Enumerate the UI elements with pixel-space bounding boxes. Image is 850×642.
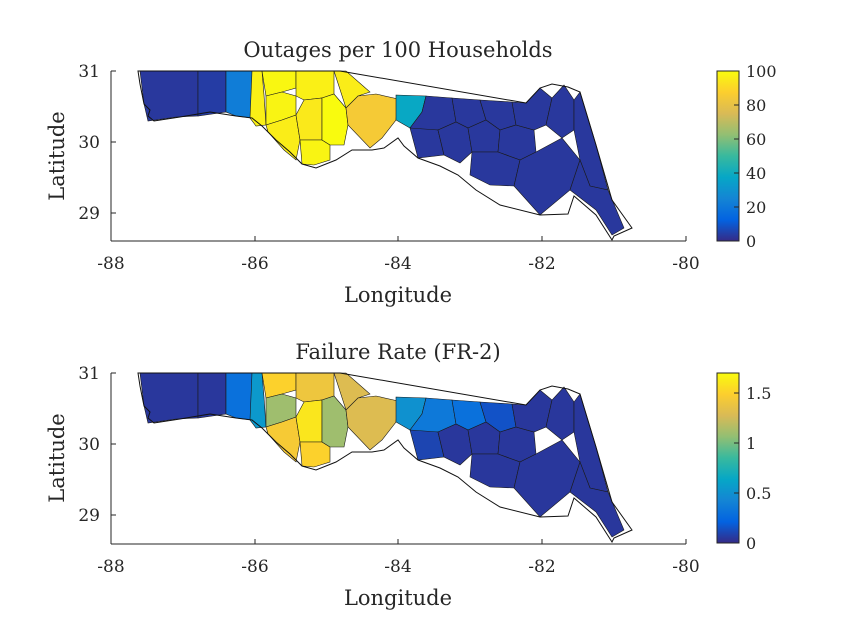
colorbar-tick-label: 80 xyxy=(746,96,766,115)
county-region xyxy=(197,372,227,419)
x-tick-label: -84 xyxy=(384,254,411,274)
colorbar-tick-label: 60 xyxy=(746,130,766,149)
map-regions xyxy=(137,70,633,242)
x-axis-label: Longitude xyxy=(344,283,452,307)
panel-title: Failure Rate (FR-2) xyxy=(295,340,500,364)
county-region xyxy=(321,93,349,146)
panel-outages: Outages per 100 Households -88 -86 -84 -… xyxy=(45,38,777,307)
x-tick-label: -82 xyxy=(528,254,555,274)
county-region xyxy=(333,372,371,411)
county-region xyxy=(197,70,227,117)
county-region xyxy=(345,395,399,451)
y-tick-label: 29 xyxy=(78,204,100,224)
colorbar-tick-label: 20 xyxy=(746,198,766,217)
y-tick-label: 31 xyxy=(78,62,100,82)
x-tick-label: -88 xyxy=(97,557,124,577)
county-region xyxy=(569,461,625,538)
y-tick-label: 30 xyxy=(78,435,100,455)
y-tick-label: 29 xyxy=(78,506,100,526)
y-tick-label: 30 xyxy=(78,133,100,153)
county-region xyxy=(225,70,253,119)
county-region xyxy=(299,139,331,166)
county-region xyxy=(261,70,297,97)
x-tick-label: -84 xyxy=(384,557,411,577)
county-region xyxy=(225,372,253,421)
colorbar-gradient xyxy=(716,70,740,242)
county-region xyxy=(469,453,521,489)
county-region xyxy=(469,151,521,187)
county-region xyxy=(437,423,473,466)
colorbar: 100 80 60 40 20 0 xyxy=(716,62,777,251)
county-region xyxy=(299,441,331,468)
county-region xyxy=(437,121,473,164)
coastline-outline xyxy=(137,372,633,544)
county-region xyxy=(321,395,349,448)
y-tick-label: 31 xyxy=(78,364,100,384)
county-region xyxy=(295,97,323,141)
county-region xyxy=(545,386,575,441)
colorbar-gradient xyxy=(716,372,740,544)
x-axis-label: Longitude xyxy=(344,586,452,610)
county-region xyxy=(545,84,575,139)
x-tick-label: -86 xyxy=(241,254,268,274)
y-axis-label: Latitude xyxy=(45,413,69,502)
county-region xyxy=(295,399,323,443)
colorbar-tick-label: 0 xyxy=(746,534,756,553)
x-tick-label: -82 xyxy=(528,557,555,577)
y-axis-label: Latitude xyxy=(45,111,69,200)
colorbar-tick-label: 0.5 xyxy=(746,484,771,503)
x-tick-label: -86 xyxy=(241,557,268,577)
x-axis: -88 -86 -84 -82 -80 31 30 29 Longitude L… xyxy=(45,62,700,307)
x-tick-label: -80 xyxy=(672,557,699,577)
x-axis: -88 -86 -84 -82 -80 31 30 29 Longitude L… xyxy=(45,364,700,610)
panel-title: Outages per 100 Households xyxy=(243,38,552,62)
colorbar-tick-label: 1.5 xyxy=(746,384,771,403)
colorbar-tick-label: 0 xyxy=(746,232,756,251)
colorbar: 1.5 1 0.5 0 xyxy=(716,372,771,553)
map-regions xyxy=(137,372,633,544)
county-region xyxy=(345,93,399,149)
x-tick-label: -80 xyxy=(672,254,699,274)
colorbar-tick-label: 40 xyxy=(746,164,766,183)
x-tick-label: -88 xyxy=(97,254,124,274)
coastline-outline xyxy=(137,70,633,242)
county-region xyxy=(333,70,371,109)
colorbar-tick-label: 1 xyxy=(746,434,756,453)
county-region xyxy=(569,159,625,236)
panel-failure-rate: Failure Rate (FR-2) -88 -86 -84 -82 -80 … xyxy=(45,340,771,610)
county-region xyxy=(261,372,297,399)
colorbar-tick-label: 100 xyxy=(746,62,777,81)
